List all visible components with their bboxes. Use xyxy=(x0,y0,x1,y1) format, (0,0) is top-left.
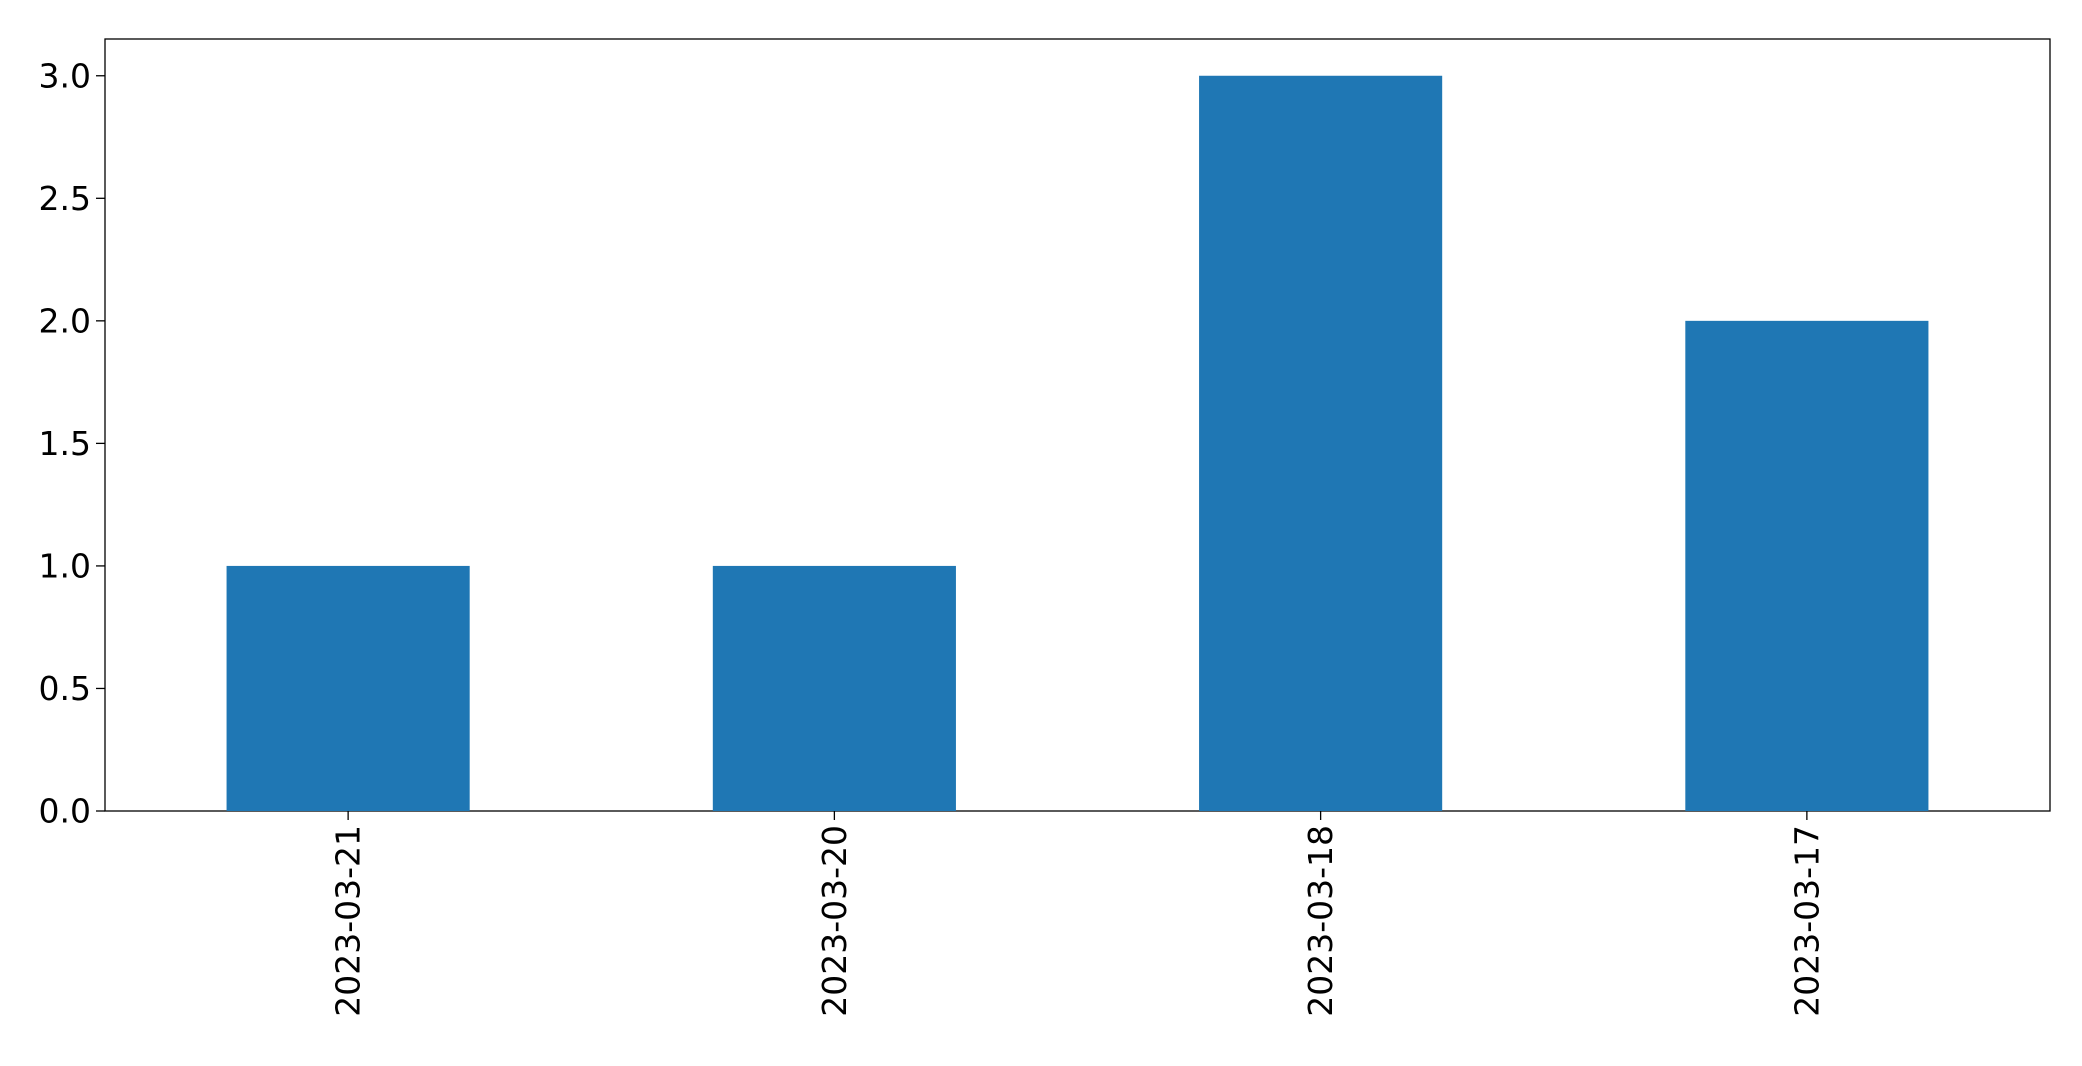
bar xyxy=(1685,320,1929,811)
y-tick-label: 2.0 xyxy=(39,301,91,340)
bar xyxy=(1199,75,1443,811)
x-tick-label: 2023-03-20 xyxy=(815,825,854,1017)
x-axis: 2023-03-21 2023-03-20 2023-03-18 2023-03-17 xyxy=(329,811,1826,1017)
y-tick-label: 0.5 xyxy=(39,669,91,708)
y-tick-label: 1.5 xyxy=(39,424,91,463)
y-tick-label: 0.0 xyxy=(39,792,91,831)
bar xyxy=(712,565,956,811)
x-tick-label: 2023-03-18 xyxy=(1301,825,1340,1017)
bar-series xyxy=(226,75,1929,811)
y-tick-label: 2.5 xyxy=(39,179,91,218)
y-tick-label: 3.0 xyxy=(39,56,91,95)
bar xyxy=(226,565,470,811)
y-tick-label: 1.0 xyxy=(39,546,91,585)
y-axis: 0.0 0.5 1.0 1.5 2.0 2.5 3.0 xyxy=(39,56,105,831)
x-tick-label: 2023-03-21 xyxy=(329,825,368,1017)
x-tick-label: 2023-03-17 xyxy=(1787,825,1826,1017)
